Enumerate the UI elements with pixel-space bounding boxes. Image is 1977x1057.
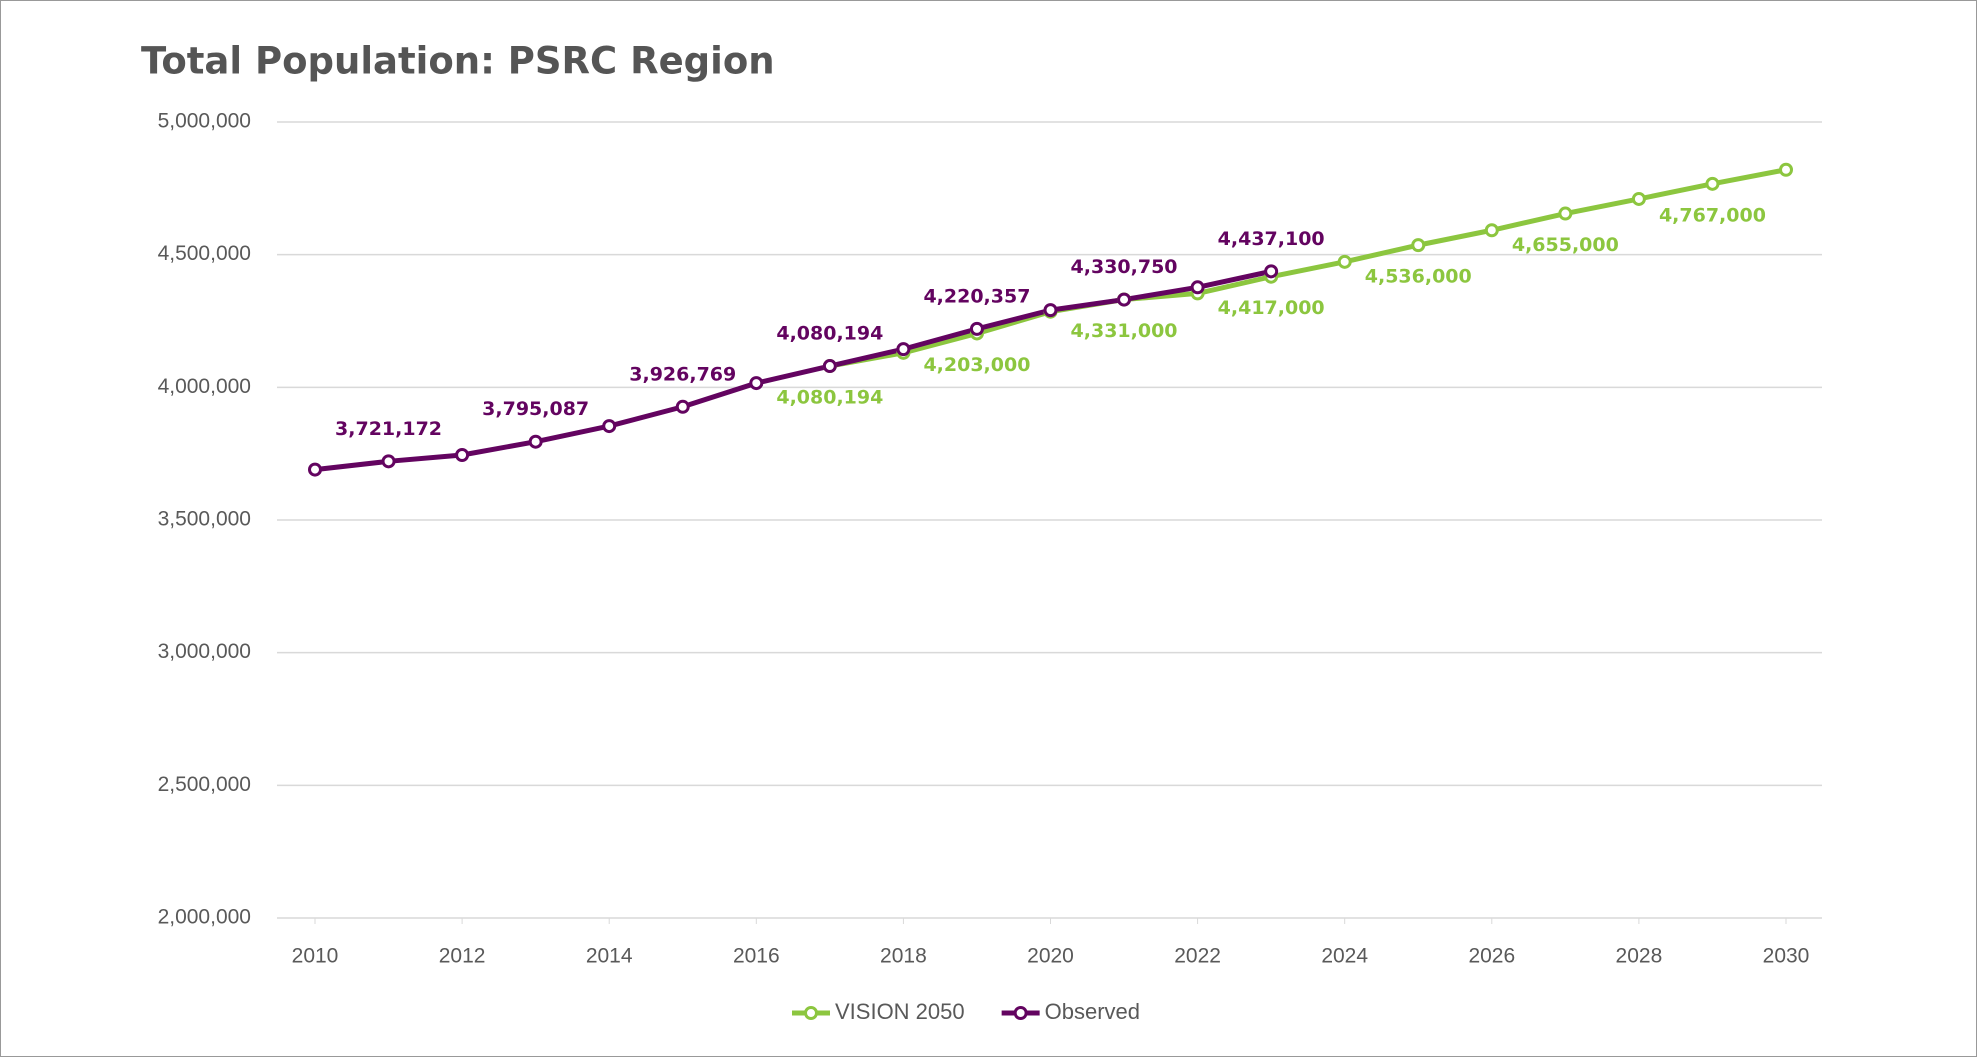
value-label: 4,220,357 (923, 285, 1030, 307)
y-tick-label: 4,000,000 (158, 375, 251, 398)
point (381, 454, 396, 469)
value-label: 4,417,000 (1218, 297, 1325, 319)
point (822, 359, 837, 374)
x-tick-label: 2012 (439, 945, 486, 968)
value-label: 4,080,194 (776, 323, 883, 345)
point (1558, 206, 1573, 221)
y-tick-label: 3,000,000 (158, 640, 251, 663)
value-label: 4,203,000 (923, 354, 1030, 376)
point (1484, 223, 1499, 238)
point (1117, 292, 1132, 307)
point (1631, 191, 1646, 206)
value-label: 4,330,750 (1071, 256, 1178, 278)
y-tick-label: 2,500,000 (158, 773, 251, 796)
value-label: 4,767,000 (1659, 204, 1766, 226)
x-tick-label: 2022 (1174, 945, 1221, 968)
series-line (314, 268, 1272, 473)
legend-label: Observed (1045, 999, 1140, 1024)
point (1043, 303, 1058, 318)
value-label: 4,655,000 (1512, 234, 1619, 256)
x-tick-label: 2030 (1763, 945, 1810, 968)
y-tick-label: 3,500,000 (158, 508, 251, 531)
point (602, 419, 617, 434)
value-label: 3,721,172 (335, 418, 442, 440)
point (1264, 264, 1279, 279)
value-label: 3,795,087 (482, 398, 589, 420)
value-label: 4,536,000 (1365, 266, 1472, 288)
point (1337, 254, 1352, 269)
value-label: 4,331,000 (1071, 320, 1178, 342)
x-tick-label: 2020 (1027, 945, 1074, 968)
point (969, 321, 984, 336)
series-line (829, 167, 1787, 369)
x-tick-label: 2028 (1616, 945, 1663, 968)
value-label: 4,080,194 (776, 387, 883, 409)
point (675, 399, 690, 414)
point (528, 434, 543, 449)
x-tick-label: 2024 (1321, 945, 1368, 968)
legend-label: VISION 2050 (835, 999, 965, 1024)
point (455, 447, 470, 462)
legend-marker (1013, 1006, 1028, 1020)
x-tick-label: 2026 (1468, 945, 1515, 968)
point (1779, 162, 1793, 177)
value-label: 3,926,769 (629, 363, 736, 385)
x-tick-label: 2018 (880, 945, 927, 968)
y-tick-label: 4,500,000 (158, 242, 251, 265)
legend-marker (804, 1006, 818, 1020)
y-tick-label: 5,000,000 (158, 110, 251, 133)
point (896, 342, 911, 357)
point (1705, 176, 1720, 191)
point (749, 376, 764, 391)
x-tick-label: 2014 (586, 945, 633, 968)
x-tick-label: 2010 (292, 945, 339, 968)
value-label: 4,437,100 (1218, 228, 1325, 250)
x-tick-label: 2016 (733, 945, 780, 968)
y-tick-label: 2,000,000 (158, 906, 251, 929)
chart-title: Total Population: PSRC Region (141, 40, 775, 83)
point (308, 462, 322, 477)
point (1411, 238, 1426, 253)
point (1190, 280, 1205, 295)
